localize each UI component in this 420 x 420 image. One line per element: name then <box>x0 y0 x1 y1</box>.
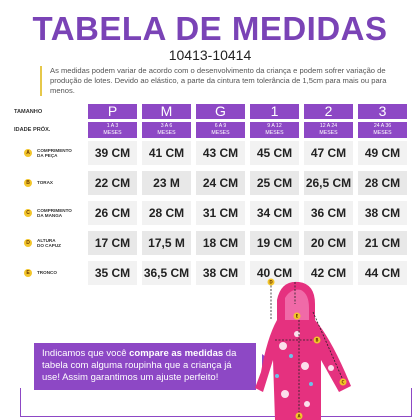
age-row-label: IDADE PRÓX. <box>14 126 51 133</box>
size-cell: 3 <box>358 104 407 119</box>
measure-label: COMPRIMENTO DA MANGA <box>37 207 72 219</box>
value-cell: 41 CM <box>142 141 191 165</box>
size-cell: P <box>88 104 137 119</box>
diagram-letter: C <box>342 380 345 385</box>
measure-label: ALTURA DO CAPUZ <box>37 237 61 249</box>
letter-badge: C <box>24 209 32 217</box>
measure-row-b: B TORAX 22 CM 23 M 24 CM 25 CM 26,5 CM 28… <box>14 168 410 198</box>
value-cell: 23 M <box>142 171 191 195</box>
value-cell: 35 CM <box>88 261 137 285</box>
value-cell: 28 CM <box>142 201 191 225</box>
measure-row-a: A COMPRIMENTO DA PEÇA 39 CM 41 CM 43 CM 45… <box>14 138 410 168</box>
letter-badge: D <box>24 239 32 247</box>
hooded-coat-diagram: D E B C A <box>255 278 351 420</box>
value-cell: 21 CM <box>358 231 407 255</box>
age-cell: 24 A 36 MESES <box>358 121 407 138</box>
value-cell: 24 CM <box>196 171 245 195</box>
value-cell: 26 CM <box>88 201 137 225</box>
age-cell: 9 A 12 MESES <box>250 121 299 138</box>
measurement-note: As medidas podem variar de acordo com o … <box>40 66 410 96</box>
page-title: TABELA DE MEDIDAS <box>32 10 388 47</box>
measure-row-e: E TRONCO 35 CM 36,5 CM 38 CM 40 CM 42 CM … <box>14 258 410 288</box>
measure-row-c: C COMPRIMENTO DA MANGA 26 CM 28 CM 31 CM 3… <box>14 198 410 228</box>
value-cell: 17,5 M <box>142 231 191 255</box>
value-cell: 34 CM <box>250 201 299 225</box>
letter-badge: B <box>24 179 32 187</box>
value-cell: 25 CM <box>250 171 299 195</box>
value-cell: 45 CM <box>250 141 299 165</box>
value-cell: 22 CM <box>88 171 137 195</box>
age-cell: 6 A 9 MESES <box>196 121 245 138</box>
value-cell: 26,5 CM <box>304 171 353 195</box>
value-cell: 20 CM <box>304 231 353 255</box>
fit-tip-callout: Indicamos que você compare as medidas da… <box>34 343 256 390</box>
size-header-row: TAMANHO P M G 1 2 3 <box>14 104 410 119</box>
value-cell: 38 CM <box>358 201 407 225</box>
size-cell: M <box>142 104 191 119</box>
value-cell: 40 CM <box>250 261 299 285</box>
value-cell: 44 CM <box>358 261 407 285</box>
measure-row-d: D ALTURA DO CAPUZ 17 CM 17,5 M 18 CM 19 CM… <box>14 228 410 258</box>
value-cell: 38 CM <box>196 261 245 285</box>
value-cell: 47 CM <box>304 141 353 165</box>
age-cell: 12 A 24 MESES <box>304 121 353 138</box>
letter-badge: E <box>24 269 32 277</box>
value-cell: 49 CM <box>358 141 407 165</box>
age-cell: 3 A 6 MESES <box>142 121 191 138</box>
measure-label: TORAX <box>37 180 53 186</box>
product-code: 10413-10414 <box>168 47 252 63</box>
letter-badge: A <box>24 149 32 157</box>
size-table: TAMANHO P M G 1 2 3 IDADE PRÓX. 1 A 3 MES… <box>14 104 410 288</box>
size-cell: 2 <box>304 104 353 119</box>
value-cell: 42 CM <box>304 261 353 285</box>
value-cell: 19 CM <box>250 231 299 255</box>
size-cell: G <box>196 104 245 119</box>
measure-label: COMPRIMENTO DA PEÇA <box>37 147 72 159</box>
diagram-letter: A <box>297 414 301 419</box>
diagram-letter: B <box>315 338 318 343</box>
value-cell: 36,5 CM <box>142 261 191 285</box>
value-cell: 18 CM <box>196 231 245 255</box>
value-cell: 36 CM <box>304 201 353 225</box>
value-cell: 17 CM <box>88 231 137 255</box>
value-cell: 31 CM <box>196 201 245 225</box>
value-cell: 39 CM <box>88 141 137 165</box>
size-row-label: TAMANHO <box>14 108 43 115</box>
decorative-frame <box>20 388 412 417</box>
value-cell: 28 CM <box>358 171 407 195</box>
diagram-letter: E <box>296 314 299 319</box>
diagram-letter: D <box>269 280 273 285</box>
measure-label: TRONCO <box>37 270 57 276</box>
age-cell: 1 A 3 MESES <box>88 121 137 138</box>
size-cell: 1 <box>250 104 299 119</box>
value-cell: 43 CM <box>196 141 245 165</box>
coat-illustration <box>255 281 351 420</box>
